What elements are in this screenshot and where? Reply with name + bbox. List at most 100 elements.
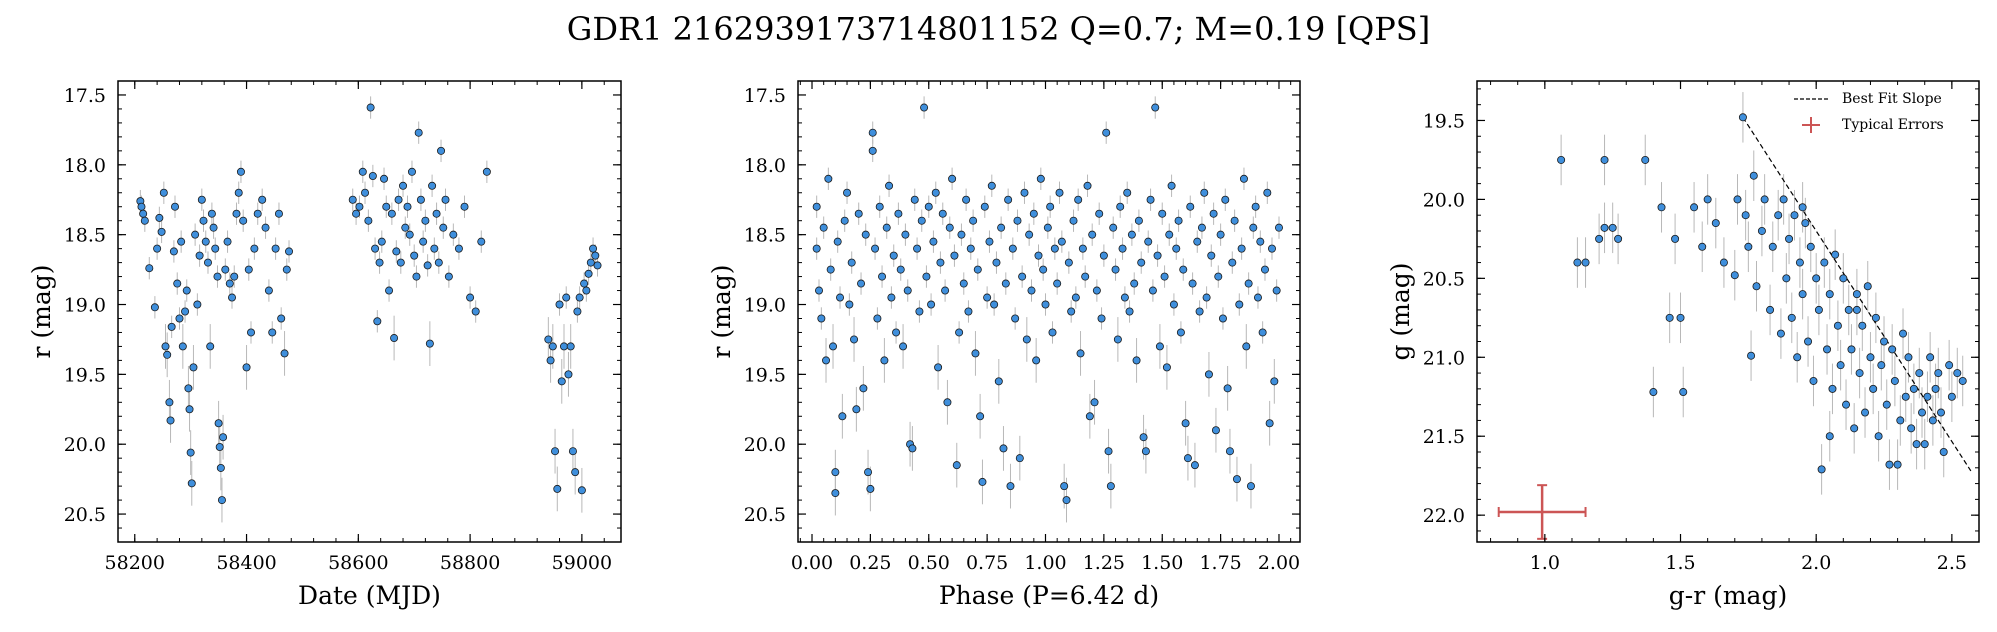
data-point	[1882, 400, 1891, 409]
y-tick-label: 18.0	[64, 155, 106, 177]
data-point	[859, 384, 868, 393]
data-point	[892, 328, 901, 337]
data-point	[1880, 337, 1889, 346]
data-point	[1888, 345, 1897, 354]
data-point	[1146, 195, 1155, 204]
panel-color-magnitude: 1.0 1.5 2.0 2.5 19.5 20.0 20.5 21.0 21.5 22.0 g-r …	[1386, 80, 1980, 610]
data-point	[1183, 454, 1192, 463]
data-point	[917, 216, 926, 225]
data-point	[412, 272, 421, 281]
data-point	[282, 265, 291, 274]
data-point	[1050, 244, 1059, 253]
data-point	[882, 223, 891, 232]
data-point	[1153, 251, 1162, 260]
data-point	[1041, 300, 1050, 309]
data-point	[1090, 398, 1099, 407]
data-point	[1703, 195, 1712, 204]
data-point	[1216, 230, 1225, 239]
data-point	[1738, 113, 1747, 122]
y-axis-label: g (mag)	[1386, 262, 1415, 360]
data-point	[1866, 353, 1875, 362]
data-point	[230, 272, 239, 281]
data-point	[1195, 307, 1204, 316]
data-point	[910, 195, 919, 204]
data-point	[173, 279, 182, 288]
data-point	[423, 261, 432, 270]
data-point	[1600, 223, 1609, 232]
data-point	[1228, 258, 1237, 267]
data-point	[203, 258, 212, 267]
data-point	[1600, 155, 1609, 164]
data-point	[387, 209, 396, 218]
x-tick-label: 1.75	[1199, 552, 1241, 574]
data-point	[466, 293, 475, 302]
data-point	[1793, 353, 1802, 362]
data-point	[915, 307, 924, 316]
data-point	[1614, 234, 1623, 243]
data-point	[1719, 258, 1728, 267]
data-point	[1833, 321, 1842, 330]
data-point	[1018, 272, 1027, 281]
data-point	[868, 128, 877, 137]
data-point	[971, 349, 980, 358]
data-point	[927, 300, 936, 309]
x-tick-label: 1.25	[1083, 552, 1125, 574]
data-point	[1097, 314, 1106, 323]
data-point	[571, 468, 580, 477]
data-point	[896, 265, 905, 274]
data-point	[1172, 244, 1181, 253]
data-point	[1690, 203, 1699, 212]
x-axis-label: Phase (P=6.42 d)	[939, 581, 1159, 610]
data-point	[1020, 188, 1029, 197]
data-point	[1928, 416, 1937, 425]
data-point	[878, 272, 887, 281]
data-point	[952, 461, 961, 470]
x-tick-label: 0.75	[966, 552, 1008, 574]
data-point	[1817, 465, 1826, 474]
data-point	[580, 279, 589, 288]
data-point	[1595, 234, 1604, 243]
data-point	[1092, 286, 1101, 295]
y-tick-label: 17.5	[744, 85, 786, 107]
data-point	[920, 103, 929, 112]
data-point	[197, 195, 206, 204]
data-point	[1188, 279, 1197, 288]
data-point	[973, 265, 982, 274]
data-point	[211, 244, 220, 253]
data-point	[1744, 242, 1753, 251]
data-point	[815, 286, 824, 295]
y-tick-label: 20.5	[744, 504, 786, 526]
data-point	[1176, 328, 1185, 337]
plot-frame	[1476, 80, 1980, 543]
data-point	[589, 244, 598, 253]
errorbar-group	[139, 96, 599, 523]
data-point	[1034, 251, 1043, 260]
data-point	[1557, 155, 1566, 164]
data-point	[999, 444, 1008, 453]
data-point	[1025, 230, 1034, 239]
data-point	[962, 195, 971, 204]
data-point	[1174, 216, 1183, 225]
data-point	[924, 202, 933, 211]
points-group	[812, 103, 1283, 505]
data-point	[1741, 211, 1750, 220]
data-point	[185, 405, 194, 414]
data-point	[1825, 290, 1834, 299]
data-point	[1008, 244, 1017, 253]
data-point	[206, 342, 215, 351]
data-point	[1251, 202, 1260, 211]
y-tick-label: 20.0	[1423, 189, 1465, 211]
data-point	[1139, 433, 1148, 442]
y-tick-label: 19.5	[1423, 110, 1465, 132]
data-point	[150, 303, 159, 312]
data-point	[1078, 244, 1087, 253]
data-point	[568, 447, 577, 456]
data-point	[1148, 286, 1157, 295]
data-point	[348, 195, 357, 204]
data-point	[1267, 244, 1276, 253]
errorbar-group	[1560, 92, 1964, 495]
data-point	[169, 247, 178, 256]
panel-phased-lightcurve: 0.00 0.25 0.50 0.75 1.00 1.25 1.50 1.75 2.00 17.5…	[707, 80, 1301, 610]
data-point	[401, 223, 410, 232]
y-tick-label: 20.5	[64, 504, 106, 526]
